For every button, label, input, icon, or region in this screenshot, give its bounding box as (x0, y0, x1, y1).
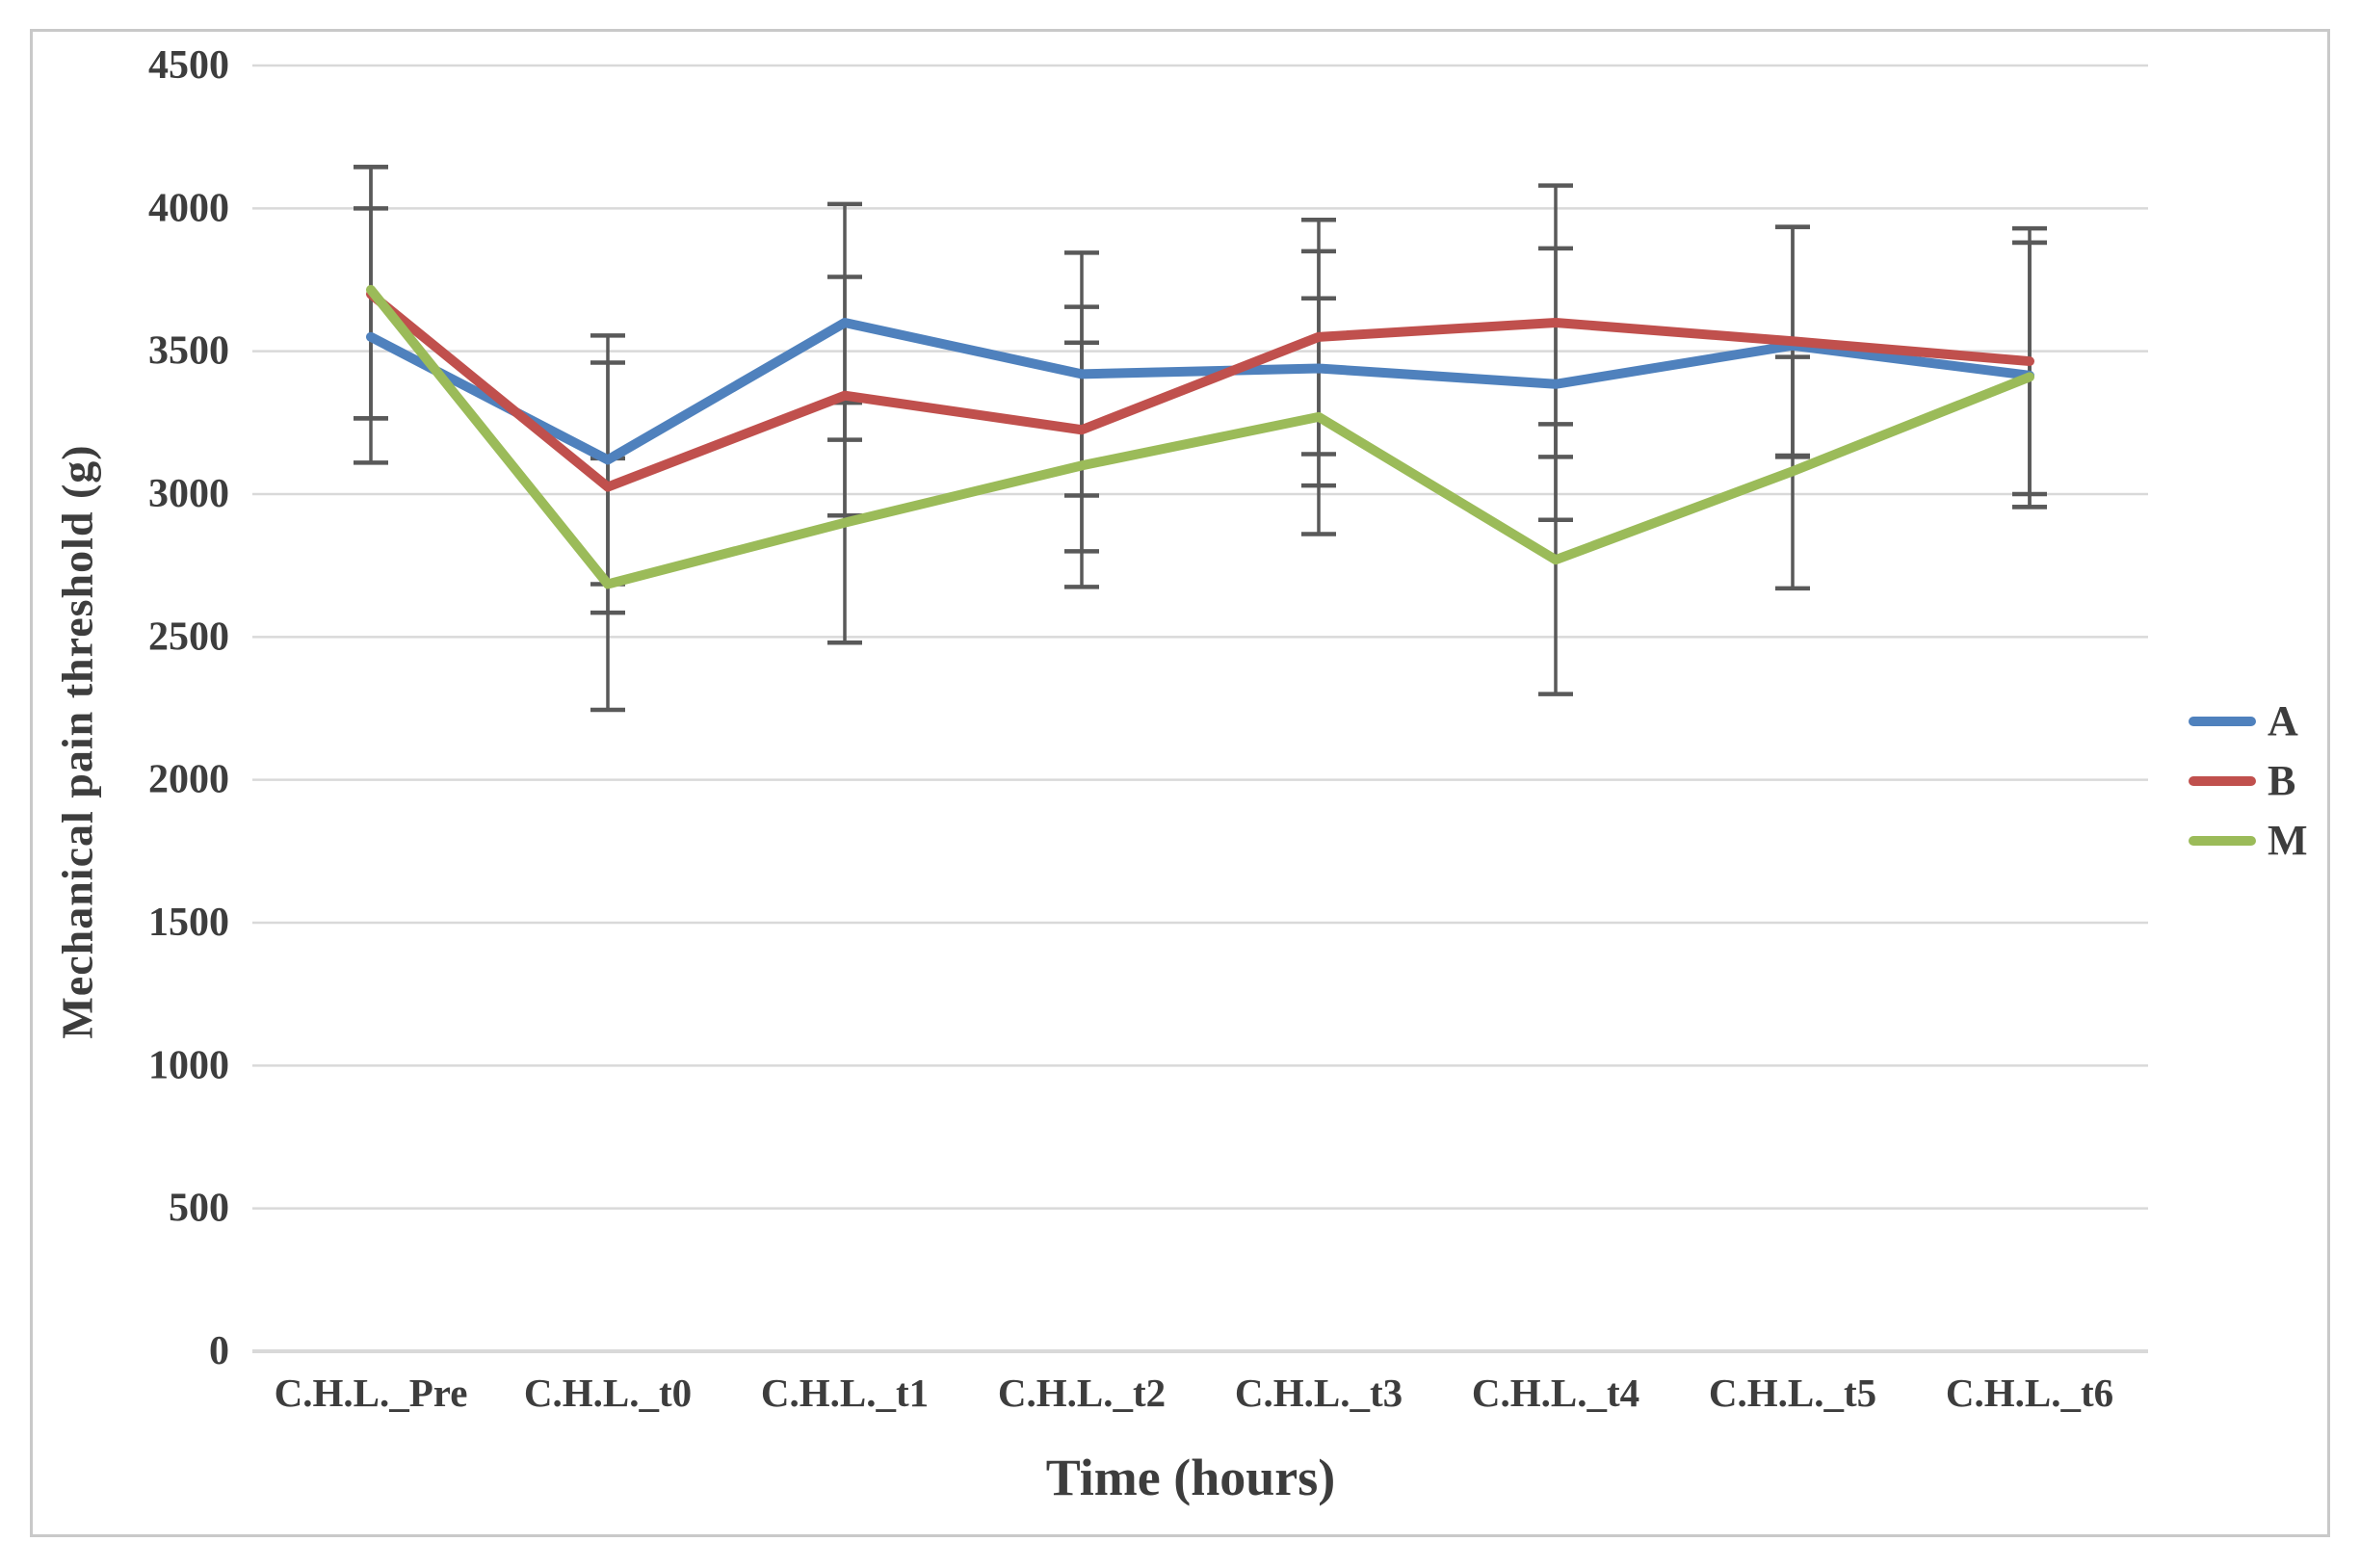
x-category-label-3: C.H.L._t2 (998, 1371, 1166, 1415)
legend-item-M: M (2189, 817, 2308, 864)
legend-label-A: A (2268, 696, 2298, 745)
x-category-label-4: C.H.L._t3 (1235, 1371, 1403, 1415)
legend-label-B: B (2268, 756, 2296, 804)
chart-border (30, 29, 2330, 1537)
legend-line-swatch-B (2189, 775, 2256, 786)
series-line-M (366, 284, 2034, 589)
x-category-label-7: C.H.L._t6 (1946, 1371, 2113, 1415)
legend-label-M: M (2268, 816, 2308, 864)
x-category-label-2: C.H.L._t1 (761, 1371, 929, 1415)
y-tick-label-1000: 1000 (148, 1043, 229, 1087)
series-line-B (366, 289, 2034, 492)
y-tick-label-4000: 4000 (148, 186, 229, 230)
y-tick-label-3000: 3000 (148, 472, 229, 516)
y-tick-label-3500: 3500 (148, 329, 229, 374)
y-tick-label-1500: 1500 (148, 901, 229, 945)
x-category-label-6: C.H.L._t5 (1709, 1371, 1876, 1415)
legend-line-swatch-M (2189, 835, 2256, 846)
y-axis-title: Mechanical pain threshold (g) (52, 444, 102, 1039)
x-axis-title: Time (hours) (1045, 1449, 1336, 1506)
y-tick-label-2000: 2000 (148, 758, 229, 802)
series-line-A (366, 318, 2034, 465)
y-tick-label-500: 500 (169, 1187, 229, 1231)
legend-item-B: B (2189, 757, 2308, 804)
y-tick-label-2500: 2500 (148, 614, 229, 659)
legend-line-swatch-A (2189, 716, 2256, 726)
y-tick-label-0: 0 (209, 1329, 229, 1373)
x-category-label-5: C.H.L._t4 (1472, 1371, 1639, 1415)
x-category-label-1: C.H.L._t0 (524, 1371, 692, 1415)
legend-item-A: A (2189, 697, 2308, 745)
y-tick-label-4500: 4500 (148, 43, 229, 88)
x-category-label-0: C.H.L._Pre (275, 1371, 468, 1415)
